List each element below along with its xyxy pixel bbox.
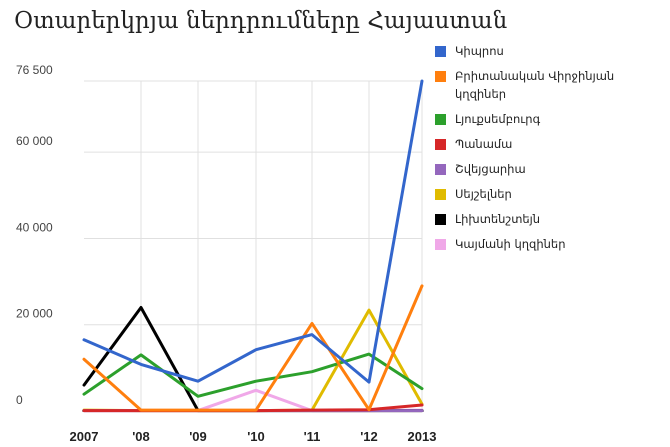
y-tick-label: 0 (16, 393, 23, 407)
legend-item: Լյուքսեմբուրգ (435, 112, 660, 128)
legend-label: Կիպրոս (455, 44, 504, 58)
x-tick-label: '10 (247, 429, 265, 444)
y-tick-label: 40 000 (16, 220, 53, 234)
legend-swatch (435, 189, 446, 200)
x-tick-label: '08 (132, 429, 150, 444)
legend-label: Լյուքսեմբուրգ (455, 112, 541, 126)
legend-label: Շվեյցարիա (455, 162, 526, 176)
legend-label: Բրիտանական Վիրջինյան կղզիներ (455, 69, 615, 101)
legend-swatch (435, 71, 446, 82)
legend-item: Կայմանի կղզիներ (435, 237, 660, 253)
series-line (82, 352, 424, 398)
legend-swatch (435, 114, 446, 125)
series-line (82, 79, 424, 384)
legend-label: Կայմանի կղզիներ (455, 237, 566, 251)
y-tick-label: 76 500 (16, 63, 53, 77)
legend-swatch (435, 164, 446, 175)
chart-title: Օտարերկրյա ներդրումները Հայաստան (14, 8, 508, 34)
legend-item: Շվեյցարիա (435, 162, 660, 178)
x-tick-label: '12 (360, 429, 378, 444)
legend-swatch (435, 46, 446, 57)
legend-item: Բրիտանական Վիրջինյան կղզիներ (435, 69, 660, 103)
legend: Կիպրոս Բրիտանական Վիրջինյան կղզիներ Լյուքս… (435, 44, 660, 262)
x-tick-label: '11 (304, 429, 321, 444)
x-tick-label: 2007 (70, 429, 99, 444)
legend-label: Լիխտենշտեյն (455, 212, 541, 226)
legend-item: Կիպրոս (435, 44, 660, 60)
legend-swatch (435, 239, 446, 250)
series-line (82, 284, 424, 412)
legend-swatch (435, 139, 446, 150)
legend-item: Պանամա (435, 137, 660, 153)
legend-swatch (435, 214, 446, 225)
x-tick-label: '09 (189, 429, 207, 444)
legend-label: Պանամա (455, 137, 513, 151)
y-tick-label: 20 000 (16, 307, 53, 321)
y-tick-label: 60 000 (16, 134, 53, 148)
x-tick-label: 2013 (408, 429, 437, 444)
legend-item: Լիխտենշտեյն (435, 212, 660, 228)
legend-item: Սեյշելներ (435, 187, 660, 203)
legend-label: Սեյշելներ (455, 187, 512, 201)
